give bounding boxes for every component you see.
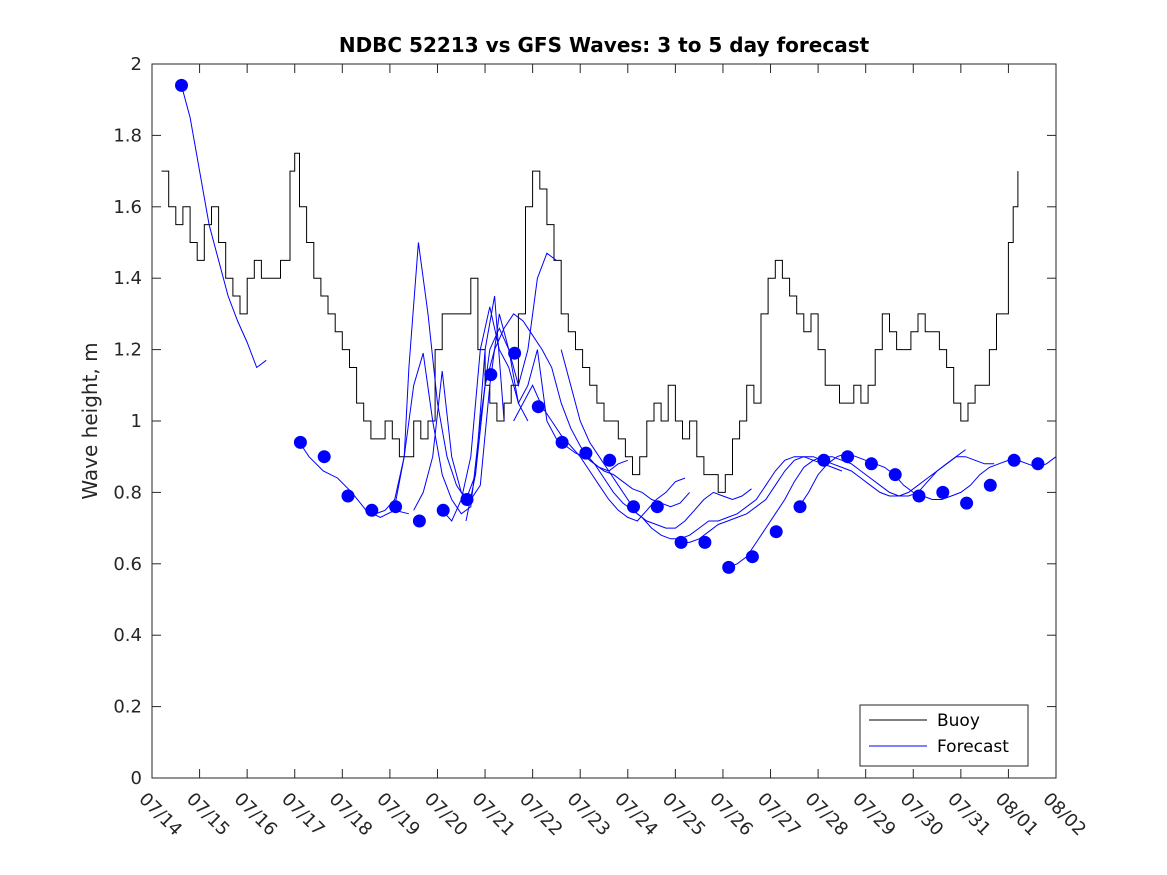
forecast-marker [793, 500, 807, 514]
forecast-marker [531, 400, 545, 414]
forecast-marker [627, 500, 640, 514]
forecast-marker [317, 450, 331, 464]
y-tick-label: 1.8 [113, 125, 142, 146]
forecast-marker [508, 346, 522, 360]
forecast-marker [674, 535, 688, 549]
forecast-run-line-3 [375, 242, 505, 515]
y-tick-label: 1.4 [113, 268, 142, 289]
legend-label-forecast: Forecast [937, 737, 1009, 757]
y-tick-label: 0.4 [113, 625, 142, 646]
y-tick-label: 0.2 [113, 697, 142, 718]
forecast-marker [484, 368, 498, 382]
y-tick-label: 2 [131, 54, 142, 75]
forecast-run-line-7 [465, 313, 628, 522]
forecast-run-line-5 [413, 252, 557, 511]
forecast-marker [603, 453, 617, 467]
forecast-marker [817, 453, 831, 467]
forecast-marker [983, 478, 997, 492]
forecast-marker [389, 500, 403, 514]
chart-title: NDBC 52213 vs GFS Waves: 3 to 5 day fore… [339, 33, 870, 57]
forecast-marker [341, 489, 355, 503]
forecast-marker [650, 500, 664, 514]
forecast-marker [960, 496, 974, 510]
y-tick-label: 0.6 [113, 554, 142, 575]
plot-clip-group [161, 78, 1056, 574]
forecast-marker [936, 485, 950, 499]
forecast-marker [888, 468, 902, 482]
forecast-run-line-12 [727, 456, 995, 568]
legend-box [859, 704, 1029, 767]
forecast-run-line-9 [560, 349, 752, 529]
forecast-marker [365, 503, 379, 517]
forecast-marker [436, 503, 450, 517]
forecast-marker [769, 525, 783, 539]
forecast-marker [841, 450, 855, 464]
y-axis-label: Wave height, m [78, 342, 102, 499]
forecast-marker [175, 78, 188, 92]
forecast-marker [1007, 453, 1021, 467]
forecast-marker [912, 489, 926, 503]
series-layer [161, 78, 1056, 574]
buoy-series-line [161, 152, 1019, 493]
forecast-marker [722, 560, 736, 574]
forecast-run-line-4 [394, 326, 529, 515]
forecast-marker [579, 446, 593, 460]
legend-label-buoy: Buoy [937, 711, 980, 731]
y-tick-label: 1 [131, 411, 142, 432]
y-tick-label: 0.8 [113, 482, 142, 503]
forecast-marker [864, 457, 878, 471]
forecast-marker [412, 514, 426, 528]
y-tick-label: 1.6 [113, 197, 142, 218]
forecast-marker [1031, 457, 1045, 471]
forecast-marker [555, 435, 569, 449]
forecast-marker [698, 535, 712, 549]
forecast-marker [293, 435, 307, 449]
forecast-run-line-1 [180, 81, 267, 369]
legend: Buoy Forecast [859, 704, 1029, 767]
y-tick-label: 1.2 [113, 340, 142, 361]
forecast-marker [460, 493, 474, 506]
forecast-marker [745, 550, 759, 564]
y-tick-label: 0 [131, 768, 142, 789]
